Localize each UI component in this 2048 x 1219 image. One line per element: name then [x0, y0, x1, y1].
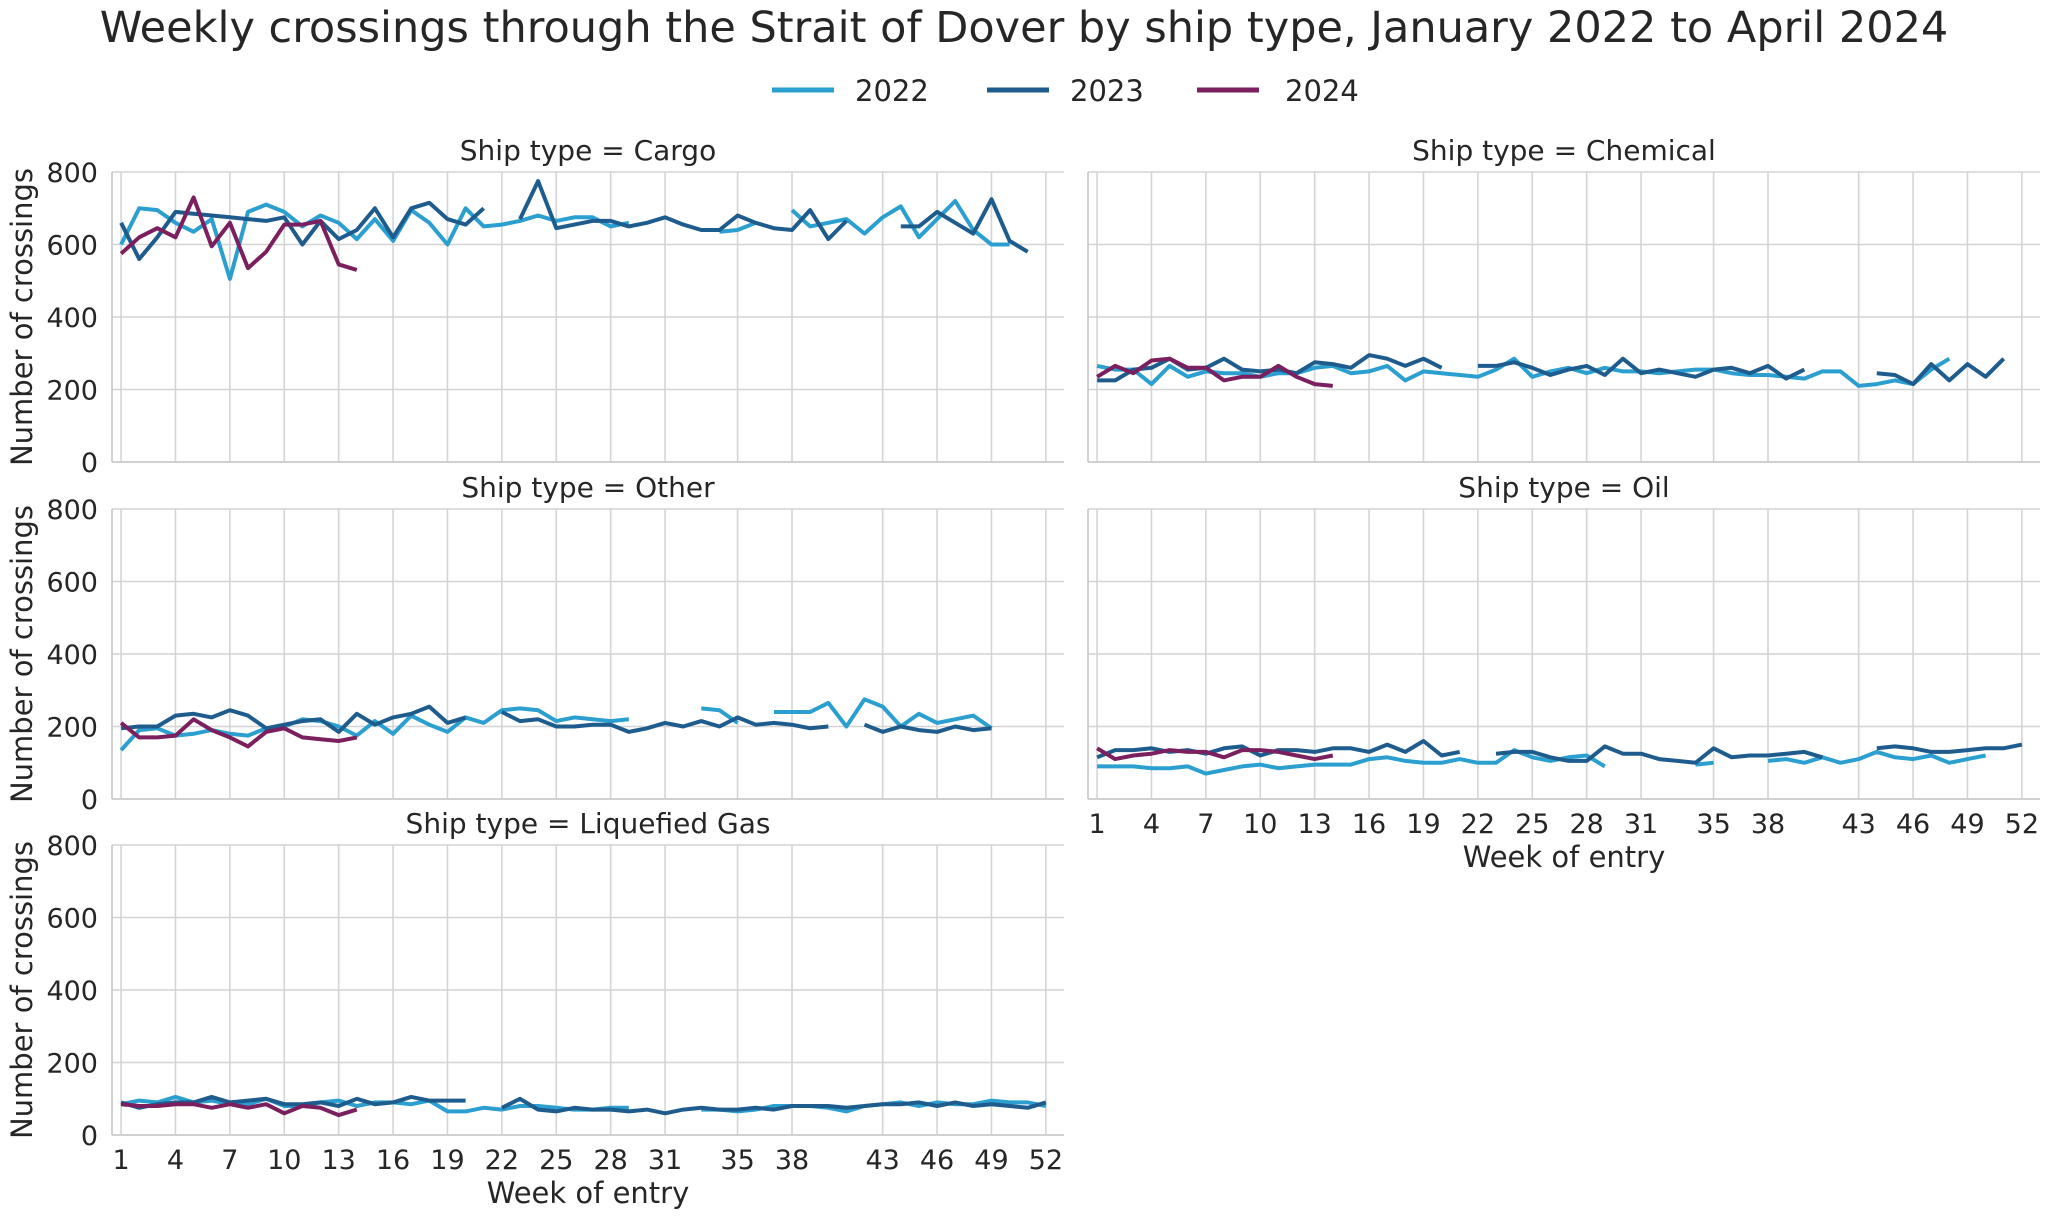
x-tick-label: 13: [1297, 809, 1331, 840]
x-tick-label: 4: [1143, 809, 1160, 840]
x-tick-label: 22: [1461, 809, 1495, 840]
y-tick-label: 800: [46, 158, 98, 189]
panel-title: Ship type = Other: [461, 471, 715, 504]
x-tick-label: 38: [775, 1145, 809, 1176]
y-tick-label: 400: [46, 303, 98, 334]
y-tick-label: 600: [46, 568, 98, 599]
legend-label-2023: 2023: [1070, 74, 1144, 108]
y-axis-label: Number of crossings: [5, 841, 39, 1139]
x-tick-label: 13: [321, 1145, 355, 1176]
x-tick-label: 1: [112, 1145, 129, 1176]
x-tick-label: 52: [1029, 1145, 1063, 1176]
x-tick-label: 10: [267, 1145, 301, 1176]
x-tick-label: 16: [376, 1145, 410, 1176]
y-tick-label: 800: [46, 831, 98, 862]
series-line-2024: [120, 1102, 358, 1118]
series-line-2024: [119, 717, 358, 749]
y-tick-label: 0: [81, 785, 98, 816]
panel-oil: Ship type = Oil 1 4 7 10 13 16 19 22 25 28 31 35 38 43…: [1087, 471, 2040, 874]
y-tick-label: 200: [46, 1049, 98, 1080]
x-tick-label: 35: [720, 1145, 754, 1176]
panel-title: Ship type = Oil: [1458, 471, 1669, 504]
x-tick-label: 19: [430, 1145, 464, 1176]
x-tick-label: 35: [1696, 809, 1730, 840]
y-tick-label: 0: [81, 1121, 98, 1152]
x-tick-label: 7: [1197, 809, 1214, 840]
y-tick-label: 400: [46, 976, 98, 1007]
x-tick-label: 25: [1515, 809, 1549, 840]
y-axis-label: Number of crossings: [5, 505, 39, 803]
panel-title: Ship type = Cargo: [460, 134, 716, 167]
x-tick-label: 49: [974, 1145, 1008, 1176]
y-tick-label: 600: [46, 904, 98, 935]
panel-liquefied-gas: Ship type = Liquefied Gas 0 200 400 600 800Nu…: [5, 807, 1064, 1210]
x-axis-label: Week of entry: [487, 1176, 690, 1210]
x-tick-label: 31: [648, 1145, 682, 1176]
x-tick-label: 38: [1751, 809, 1785, 840]
x-tick-label: 10: [1243, 809, 1277, 840]
y-axis-label: Number of crossings: [5, 168, 39, 466]
series-line-2024: [1096, 356, 1333, 388]
legend-label-2024: 2024: [1285, 74, 1359, 108]
x-axis-label: Week of entry: [1463, 840, 1666, 874]
y-tick-label: 200: [46, 376, 98, 407]
y-tick-label: 800: [46, 495, 98, 526]
legend: 2022 2023 2024: [772, 74, 1359, 108]
x-tick-label: 19: [1406, 809, 1440, 840]
y-tick-label: 600: [46, 231, 98, 262]
series-line-2024: [119, 195, 358, 272]
series-line-2022: [1096, 356, 1951, 388]
x-tick-label: 1: [1088, 809, 1105, 840]
series-line-2024: [1096, 746, 1334, 762]
x-tick-label: 43: [1841, 809, 1875, 840]
x-tick-label: 25: [539, 1145, 573, 1176]
x-tick-label: 52: [2005, 809, 2039, 840]
series-line-2023: [120, 704, 992, 734]
panel-chemical: Ship type = Chemical: [1087, 134, 2040, 463]
series-line-2023: [119, 179, 1029, 261]
legend-label-2022: 2022: [855, 74, 929, 108]
x-tick-label: 22: [485, 1145, 519, 1176]
x-tick-label: 31: [1624, 809, 1658, 840]
series-line-2022: [119, 199, 1010, 281]
x-tick-label: 4: [167, 1145, 184, 1176]
y-tick-label: 400: [46, 640, 98, 671]
x-tick-label: 16: [1352, 809, 1386, 840]
chart-title: Weekly crossings through the Strait of D…: [100, 3, 1949, 53]
x-tick-label: 28: [1569, 809, 1603, 840]
panel-title: Ship type = Chemical: [1412, 134, 1716, 167]
x-tick-label: 28: [593, 1145, 627, 1176]
x-tick-label: 46: [920, 1145, 954, 1176]
y-tick-label: 200: [46, 713, 98, 744]
x-tick-label: 43: [865, 1145, 899, 1176]
x-tick-label: 7: [221, 1145, 238, 1176]
y-tick-label: 0: [81, 448, 98, 479]
panel-title: Ship type = Liquefied Gas: [406, 807, 771, 840]
x-tick-label: 46: [1896, 809, 1930, 840]
x-tick-label: 49: [1950, 809, 1984, 840]
